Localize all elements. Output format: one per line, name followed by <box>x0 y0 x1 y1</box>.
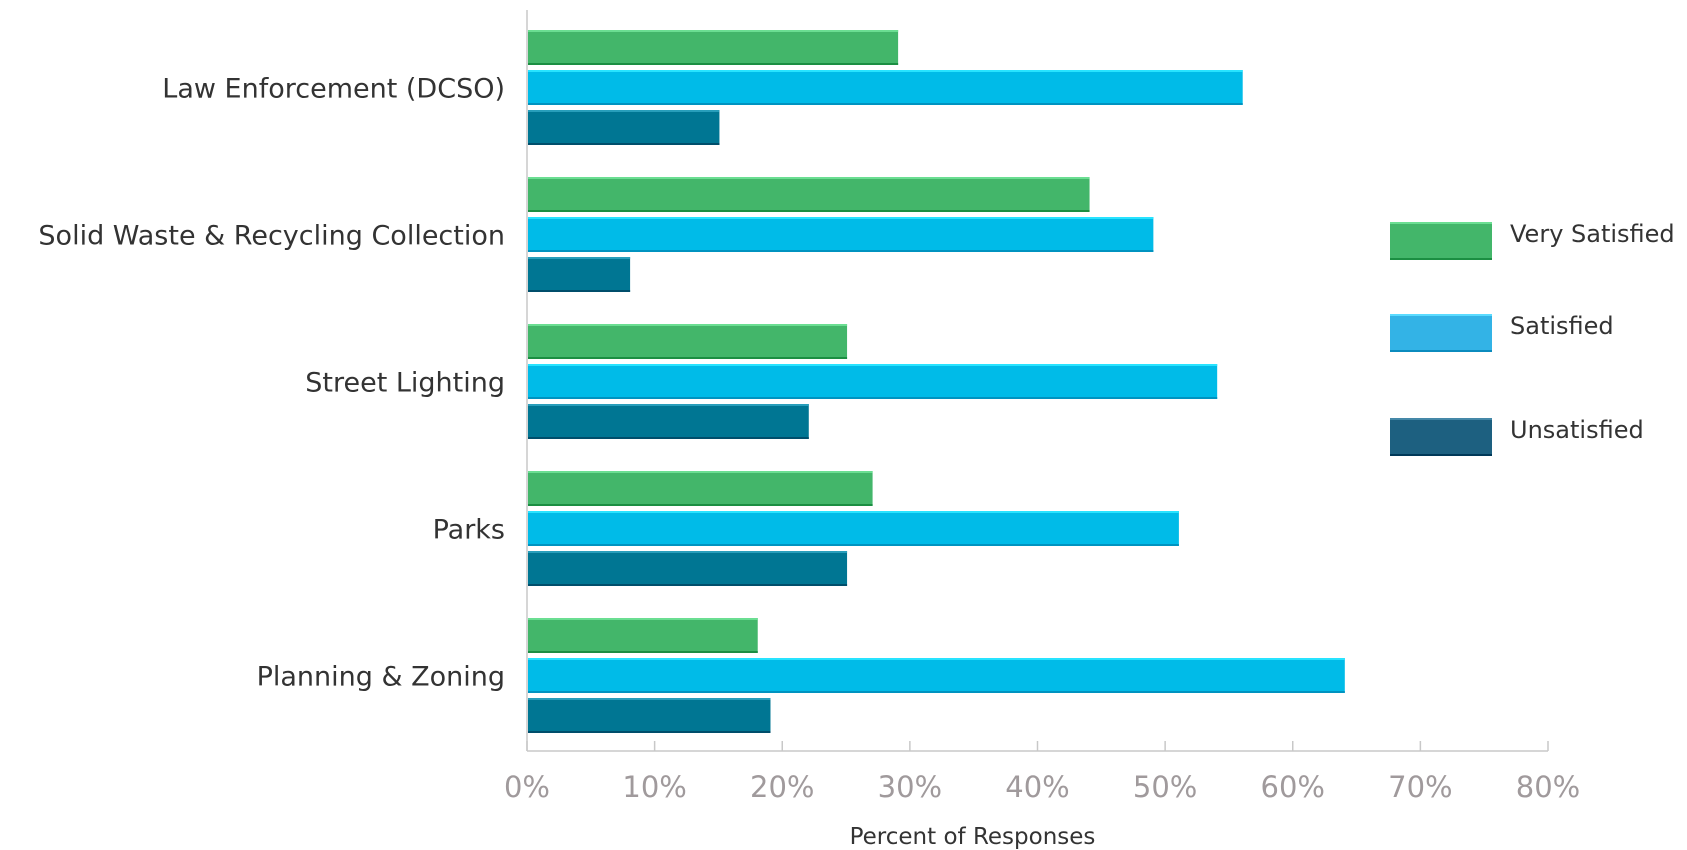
category-labels: Law Enforcement (DCSO) Solid Waste & Recy… <box>38 74 505 693</box>
legend-swatch-highlight <box>1390 418 1492 420</box>
bar <box>528 551 848 586</box>
bar-highlight <box>528 30 899 32</box>
bar-shadow <box>528 504 873 506</box>
bar-highlight <box>528 404 809 406</box>
bar-shadow <box>528 357 848 359</box>
legend-swatch-shadow <box>1390 258 1492 260</box>
x-tick-label: 80% <box>1516 770 1580 804</box>
bar-fill <box>528 324 848 359</box>
bar <box>528 217 1154 252</box>
tick-labels: 0% 10% 20% 30% 40% 50% 60% 70% 80% <box>504 770 1580 804</box>
bar-fill <box>528 30 899 65</box>
bar <box>528 30 899 65</box>
x-tick-label: 10% <box>622 770 686 804</box>
bar-fill <box>528 70 1243 105</box>
bar <box>528 404 809 439</box>
x-tick-label: 40% <box>1005 770 1069 804</box>
bar-highlight <box>528 698 771 700</box>
bar <box>528 110 720 145</box>
bar-shadow <box>528 731 771 733</box>
legend-swatch <box>1390 222 1492 260</box>
bar-highlight <box>528 257 631 259</box>
bar-shadow <box>528 210 1090 212</box>
bar-highlight <box>528 618 758 620</box>
bars <box>528 30 1345 733</box>
category-label: Parks <box>433 515 505 546</box>
bar-highlight <box>528 70 1243 72</box>
category-label: Solid Waste & Recycling Collection <box>38 221 505 252</box>
legend-item: Satisfied <box>1390 312 1614 352</box>
legend: Very Satisfied Satisfied Unsatisfied <box>1390 220 1675 456</box>
legend-swatch-shadow <box>1390 454 1492 456</box>
bar-highlight <box>528 364 1218 366</box>
bar-fill <box>528 618 758 653</box>
x-tick-label: 60% <box>1261 770 1325 804</box>
bar-highlight <box>528 177 1090 179</box>
bar-fill <box>528 658 1345 693</box>
bar-fill <box>528 511 1179 546</box>
bar-shadow <box>528 250 1154 252</box>
bar-highlight <box>528 324 848 326</box>
category-label: Law Enforcement (DCSO) <box>162 74 505 105</box>
x-tick-label: 30% <box>878 770 942 804</box>
tick-marks <box>526 741 1549 751</box>
bar-fill <box>528 471 873 506</box>
bar <box>528 70 1243 105</box>
legend-label: Unsatisfied <box>1510 416 1644 444</box>
bar-shadow <box>528 63 899 65</box>
bar-shadow <box>528 584 848 586</box>
x-tick-label: 70% <box>1388 770 1452 804</box>
bar-highlight <box>528 217 1154 219</box>
bar <box>528 324 848 359</box>
legend-swatch-highlight <box>1390 314 1492 316</box>
bar-fill <box>528 551 848 586</box>
bar <box>528 698 771 733</box>
bar-fill <box>528 177 1090 212</box>
legend-swatch <box>1390 418 1492 456</box>
bar <box>528 471 873 506</box>
bar-fill <box>528 364 1218 399</box>
x-tick-label: 20% <box>750 770 814 804</box>
bar-fill <box>528 110 720 145</box>
bar <box>528 257 631 292</box>
legend-item: Very Satisfied <box>1390 220 1675 260</box>
category-label: Street Lighting <box>305 368 505 399</box>
x-tick-label: 0% <box>504 770 550 804</box>
legend-label: Very Satisfied <box>1510 220 1675 248</box>
bar <box>528 364 1218 399</box>
legend-swatch-shadow <box>1390 350 1492 352</box>
bar-shadow <box>528 437 809 439</box>
bar <box>528 511 1179 546</box>
legend-swatch-highlight <box>1390 222 1492 224</box>
bar-highlight <box>528 471 873 473</box>
bar-shadow <box>528 651 758 653</box>
bar-fill <box>528 698 771 733</box>
bar-shadow <box>528 691 1345 693</box>
bar-shadow <box>528 143 720 145</box>
bar-shadow <box>528 544 1179 546</box>
x-tick-label: 50% <box>1133 770 1197 804</box>
bar-shadow <box>528 397 1218 399</box>
bar-shadow <box>528 103 1243 105</box>
bar-shadow <box>528 290 631 292</box>
bar-highlight <box>528 511 1179 513</box>
bar <box>528 658 1345 693</box>
bar-fill <box>528 257 631 292</box>
x-axis-title: Percent of Responses <box>850 824 1096 850</box>
bar-highlight <box>528 658 1345 660</box>
bar <box>528 618 758 653</box>
legend-item: Unsatisfied <box>1390 416 1644 456</box>
bar-highlight <box>528 551 848 553</box>
bar-fill <box>528 404 809 439</box>
legend-swatch <box>1390 314 1492 352</box>
bar-highlight <box>528 110 720 112</box>
legend-label: Satisfied <box>1510 312 1614 340</box>
bar-fill <box>528 217 1154 252</box>
bar <box>528 177 1090 212</box>
category-label: Planning & Zoning <box>257 662 505 693</box>
